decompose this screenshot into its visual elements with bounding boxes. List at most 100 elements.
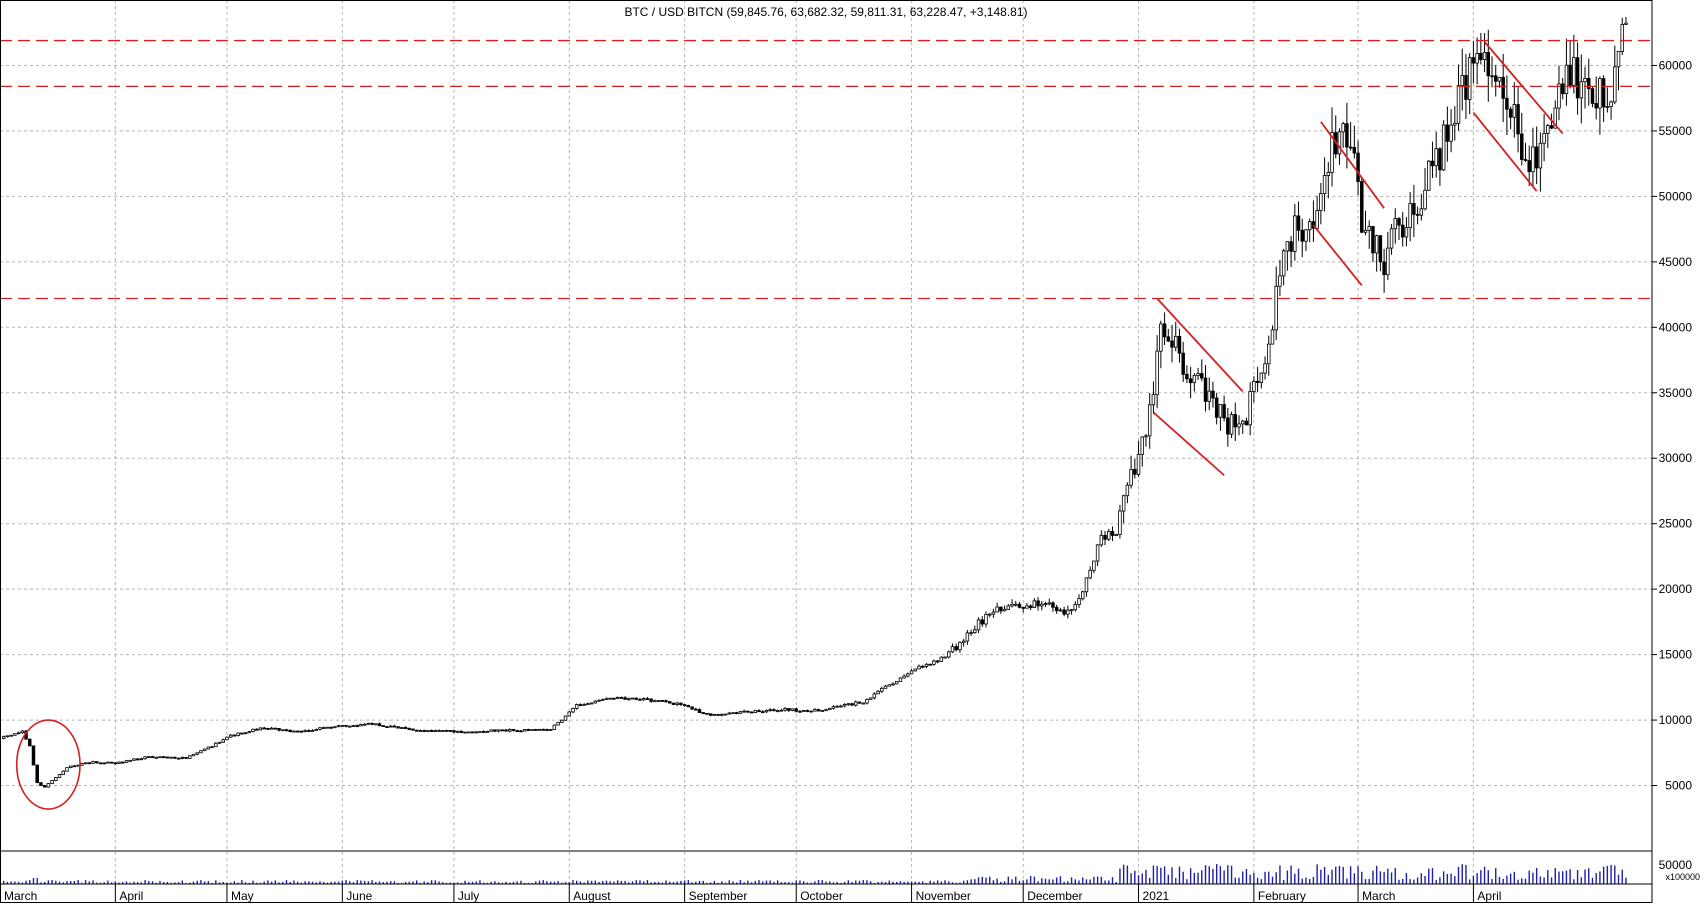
- volume-bar: [657, 881, 660, 884]
- volume-bar: [490, 881, 492, 884]
- volume-bar: [706, 882, 708, 884]
- volume-bar: [1569, 869, 1571, 884]
- candle-down: [1166, 336, 1171, 342]
- volume-bar: [293, 880, 295, 884]
- volume-bar: [1234, 877, 1236, 884]
- candle-down: [288, 729, 292, 733]
- volume-bar: [1003, 881, 1006, 884]
- volume-bar: [542, 880, 544, 884]
- volume-bar: [1521, 878, 1523, 884]
- volume-bar: [642, 881, 645, 884]
- volume-bar: [144, 880, 146, 884]
- volume-bar: [862, 880, 864, 884]
- volume-bar: [427, 882, 429, 884]
- volume-bar: [1513, 871, 1516, 884]
- volume-bar: [616, 880, 619, 884]
- volume-bar: [1201, 870, 1203, 884]
- volume-bar: [1167, 874, 1170, 884]
- volume-bar: [375, 882, 377, 884]
- volume-bar: [672, 882, 675, 884]
- volume-bar: [159, 880, 161, 884]
- candle-up: [359, 724, 363, 727]
- candle-up: [1441, 124, 1446, 171]
- candle-up: [965, 632, 970, 642]
- volume-bar: [1115, 881, 1117, 884]
- candle-up: [72, 765, 77, 768]
- volume-bar: [486, 882, 489, 884]
- candle-up: [1155, 350, 1159, 396]
- candle-up: [269, 727, 274, 730]
- candle-up: [552, 724, 557, 730]
- candle-down: [734, 712, 739, 715]
- volume-bar: [1476, 873, 1478, 884]
- candle-down: [511, 729, 516, 731]
- candle-up: [987, 613, 992, 616]
- candle-up: [1032, 600, 1037, 608]
- candle-up: [1002, 608, 1007, 612]
- volume-bar: [825, 881, 827, 884]
- candle-up: [1389, 228, 1394, 249]
- volume-bar: [1219, 866, 1222, 884]
- candle-down: [1590, 88, 1595, 104]
- channel-lower-line: [1472, 112, 1538, 192]
- volume-bar: [1468, 879, 1471, 884]
- candle-up: [1531, 146, 1535, 173]
- volume-bar: [1000, 881, 1002, 884]
- volume-bar: [1420, 873, 1423, 884]
- volume-bar: [925, 882, 928, 884]
- candle-up: [57, 774, 62, 778]
- candle-down: [1162, 323, 1167, 338]
- candle-up: [143, 756, 147, 760]
- volume-bar: [855, 880, 857, 884]
- candle-down: [422, 730, 426, 732]
- candle-down: [39, 782, 43, 786]
- volume-bar: [549, 881, 552, 884]
- candle-down: [1028, 605, 1033, 608]
- x-tick-label: October: [800, 889, 843, 903]
- volume-bar: [241, 880, 243, 884]
- volume-bar: [576, 880, 578, 884]
- volume-bar: [6, 881, 9, 884]
- volume-bar: [1532, 872, 1534, 884]
- candle-up: [202, 748, 207, 752]
- candle-up: [1066, 609, 1070, 615]
- volume-bar: [148, 880, 150, 884]
- volume-bar: [1048, 879, 1050, 884]
- volume-bar: [315, 882, 317, 884]
- volume-bar: [1610, 864, 1612, 884]
- candle-down: [857, 701, 862, 704]
- candle-up: [139, 758, 144, 761]
- candle-up: [1337, 131, 1342, 155]
- candle-down: [1311, 221, 1316, 229]
- candle-up: [474, 731, 478, 734]
- candle-down: [1017, 603, 1022, 608]
- candle-up: [1144, 435, 1148, 438]
- volume-bar: [1163, 866, 1166, 884]
- candle-up: [318, 727, 322, 730]
- volume-bar: [285, 880, 288, 884]
- volume-bar: [471, 881, 474, 884]
- candle-up: [720, 713, 724, 716]
- volume-bar: [1156, 865, 1158, 884]
- candle-up: [154, 756, 159, 759]
- candle-up: [909, 670, 914, 675]
- volume-bar: [806, 882, 809, 884]
- candle-down: [515, 730, 519, 732]
- candle-down: [690, 706, 694, 710]
- volume-bar: [1323, 866, 1326, 884]
- candle-up: [351, 725, 356, 727]
- volume-bar: [1059, 876, 1062, 884]
- volume-bar: [1368, 878, 1370, 884]
- volume-bar: [1275, 872, 1277, 884]
- volume-bar: [977, 877, 980, 884]
- candle-up: [348, 725, 352, 728]
- candle-up: [9, 734, 13, 737]
- volume-bar: [1078, 880, 1080, 884]
- volume-bar: [1316, 864, 1318, 884]
- x-tick-label: 2021: [1143, 889, 1170, 903]
- candle-up: [1613, 66, 1617, 103]
- candle-up: [1088, 569, 1092, 579]
- candle-down: [757, 710, 761, 713]
- candle-up: [656, 700, 661, 702]
